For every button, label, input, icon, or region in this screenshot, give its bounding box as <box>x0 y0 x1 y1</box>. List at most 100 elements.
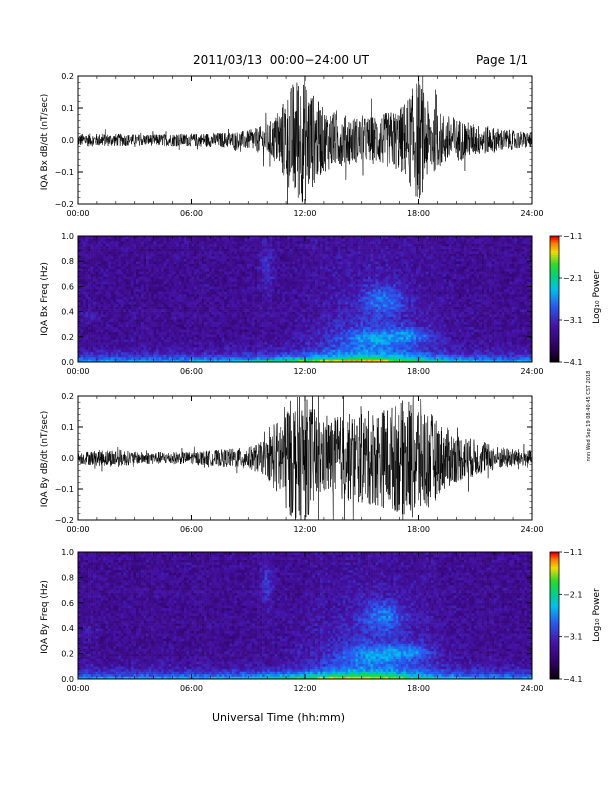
heatmap-cell <box>302 299 306 302</box>
heatmap-cell <box>138 256 142 259</box>
heatmap-cell <box>317 286 321 290</box>
heatmap-cell <box>173 326 177 330</box>
heatmap-cell <box>312 251 316 254</box>
heatmap-cell <box>312 329 316 333</box>
heatmap-cell <box>254 334 258 338</box>
heatmap-cell <box>322 304 326 307</box>
heatmap-cell <box>262 288 265 292</box>
heatmap-cell <box>289 299 293 302</box>
heatmap-cell <box>310 331 313 335</box>
heatmap-cell <box>289 349 293 353</box>
heatmap-cell <box>146 299 149 302</box>
heatmap-cell <box>120 359 124 363</box>
heatmap-cell <box>188 354 192 358</box>
heatmap-cell <box>133 243 137 247</box>
heatmap-cell <box>269 354 273 358</box>
heatmap-cell <box>88 344 91 348</box>
heatmap-cell <box>254 331 258 335</box>
heatmap-cell <box>246 354 250 358</box>
heatmap-cell <box>216 331 220 335</box>
heatmap-cell <box>163 331 167 335</box>
heatmap-cell <box>262 359 265 363</box>
heatmap-cell <box>188 248 192 252</box>
heatmap-cell <box>166 243 170 247</box>
heatmap-cell <box>229 344 233 348</box>
heatmap-cell <box>110 281 114 285</box>
heatmap-cell <box>289 344 293 348</box>
heatmap-cell <box>292 324 296 328</box>
heatmap-cell <box>244 329 248 333</box>
heatmap-cell <box>98 246 101 249</box>
heatmap-cell <box>163 316 167 320</box>
heatmap-cell <box>88 309 91 312</box>
y-tick-label: 0.2 <box>61 72 74 81</box>
heatmap-cell <box>254 319 258 322</box>
heatmap-cell <box>241 258 245 262</box>
heatmap-cell <box>153 306 157 310</box>
heatmap-cell <box>115 293 119 297</box>
heatmap-cell <box>98 271 101 275</box>
heatmap-cell <box>118 283 122 287</box>
heatmap-cell <box>148 238 152 242</box>
heatmap-cell <box>297 283 301 287</box>
heatmap-cell <box>141 263 144 267</box>
heatmap-cell <box>183 354 187 358</box>
heatmap-cell <box>214 319 218 322</box>
heatmap-cell <box>80 341 84 345</box>
heatmap-cell <box>156 326 160 330</box>
heatmap-cell <box>130 286 134 290</box>
heatmap-cell <box>310 246 313 249</box>
heatmap-cell <box>178 329 182 333</box>
heatmap-cell <box>249 304 253 307</box>
heatmap-cell <box>125 354 129 358</box>
heatmap-cell <box>241 251 245 254</box>
heatmap-cell <box>262 278 265 282</box>
heatmap-cell <box>181 288 185 292</box>
heatmap-cell <box>93 351 96 355</box>
heatmap-cell <box>136 349 139 353</box>
heatmap-cell <box>299 344 303 348</box>
heatmap-cell <box>214 316 218 320</box>
heatmap-cell <box>118 299 122 302</box>
heatmap-cell <box>231 266 235 270</box>
heatmap-cell <box>196 304 200 307</box>
heatmap-cell <box>289 334 293 338</box>
heatmap-cell <box>153 316 157 320</box>
heatmap-cell <box>259 329 263 333</box>
heatmap-cell <box>148 306 152 310</box>
heatmap-cell <box>186 236 190 239</box>
heatmap-cell <box>176 351 180 355</box>
heatmap-cell <box>284 356 288 360</box>
heatmap-cell <box>206 256 210 259</box>
heatmap-cell <box>221 283 225 287</box>
heatmap-cell <box>115 341 119 345</box>
heatmap-cell <box>95 346 99 350</box>
heatmap-cell <box>201 331 205 335</box>
heatmap-cell <box>204 301 207 305</box>
heatmap-cell <box>277 321 281 325</box>
heatmap-cell <box>93 243 96 247</box>
heatmap-cell <box>262 256 265 259</box>
heatmap-cell <box>98 316 101 320</box>
heatmap-cell <box>305 266 308 270</box>
heatmap-cell <box>78 314 81 317</box>
heatmap-cell <box>148 276 152 280</box>
heatmap-cell <box>158 326 162 330</box>
heatmap-cell <box>259 283 263 287</box>
heatmap-cell <box>244 288 248 292</box>
heatmap-cell <box>128 304 132 307</box>
heatmap-cell <box>143 278 147 282</box>
heatmap-cell <box>204 326 207 330</box>
heatmap-cell <box>201 351 205 355</box>
heatmap-cell <box>317 331 321 335</box>
heatmap-cell <box>269 351 273 355</box>
heatmap-cell <box>219 291 223 295</box>
heatmap-cell <box>100 324 104 328</box>
heatmap-cell <box>103 351 107 355</box>
heatmap-cell <box>269 314 273 317</box>
heatmap-cell <box>216 276 220 280</box>
heatmap-cell <box>305 263 308 267</box>
heatmap-cell <box>315 301 318 305</box>
heatmap-cell <box>219 336 223 340</box>
heatmap-cell <box>118 236 122 239</box>
